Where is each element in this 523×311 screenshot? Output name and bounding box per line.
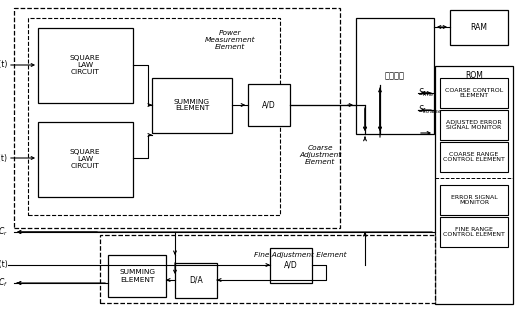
Bar bbox=[440, 110, 508, 140]
Bar bbox=[38, 122, 133, 197]
Bar bbox=[14, 8, 340, 228]
Text: $S_{fine}$: $S_{fine}$ bbox=[418, 87, 435, 99]
Text: ROM: ROM bbox=[465, 72, 483, 81]
Text: e(t): e(t) bbox=[0, 261, 8, 270]
Bar bbox=[440, 185, 508, 215]
Text: ADJUSTED ERROR
SIGNAL MONITOR: ADJUSTED ERROR SIGNAL MONITOR bbox=[446, 120, 502, 130]
Text: FINE RANGE
CONTROL ELEMENT: FINE RANGE CONTROL ELEMENT bbox=[443, 227, 505, 237]
Bar bbox=[440, 142, 508, 172]
Text: $C_f$: $C_f$ bbox=[0, 277, 8, 289]
Bar bbox=[108, 255, 166, 297]
Text: RAM: RAM bbox=[471, 22, 487, 31]
Bar bbox=[270, 248, 312, 283]
Text: COARSE RANGE
CONTROL ELEMENT: COARSE RANGE CONTROL ELEMENT bbox=[443, 151, 505, 162]
Bar bbox=[440, 78, 508, 108]
Text: $C_r$: $C_r$ bbox=[0, 226, 8, 238]
Text: COARSE CONTROL
ELEMENT: COARSE CONTROL ELEMENT bbox=[445, 88, 503, 98]
Text: $S_{coarse}$: $S_{coarse}$ bbox=[418, 104, 442, 116]
Text: SQUARE
LAW
CIRCUIT: SQUARE LAW CIRCUIT bbox=[70, 55, 100, 75]
Text: 프로세서: 프로세서 bbox=[385, 72, 405, 81]
Bar bbox=[152, 78, 232, 133]
Text: A/D: A/D bbox=[262, 100, 276, 109]
Bar bbox=[175, 263, 217, 298]
Text: ERROR SIGNAL
MONITOR: ERROR SIGNAL MONITOR bbox=[451, 195, 497, 205]
Bar bbox=[356, 18, 434, 134]
Text: I(t): I(t) bbox=[0, 61, 8, 69]
Text: SUMMING
ELEMENT: SUMMING ELEMENT bbox=[119, 270, 155, 282]
Text: Q(t): Q(t) bbox=[0, 154, 8, 163]
Bar bbox=[450, 10, 508, 45]
Text: Coarse
Adjustment
Element: Coarse Adjustment Element bbox=[299, 145, 341, 165]
Bar bbox=[440, 217, 508, 247]
Text: A/D: A/D bbox=[284, 261, 298, 270]
Bar bbox=[435, 66, 513, 304]
Text: SUMMING
ELEMENT: SUMMING ELEMENT bbox=[174, 99, 210, 112]
Text: Fine Adjustment Element: Fine Adjustment Element bbox=[254, 252, 346, 258]
Bar bbox=[28, 18, 280, 215]
Text: D/A: D/A bbox=[189, 276, 203, 285]
Bar bbox=[248, 84, 290, 126]
Text: Power
Measurement
Element: Power Measurement Element bbox=[204, 30, 255, 50]
Bar bbox=[38, 28, 133, 103]
Text: SQUARE
LAW
CIRCUIT: SQUARE LAW CIRCUIT bbox=[70, 149, 100, 169]
Bar bbox=[100, 235, 435, 303]
